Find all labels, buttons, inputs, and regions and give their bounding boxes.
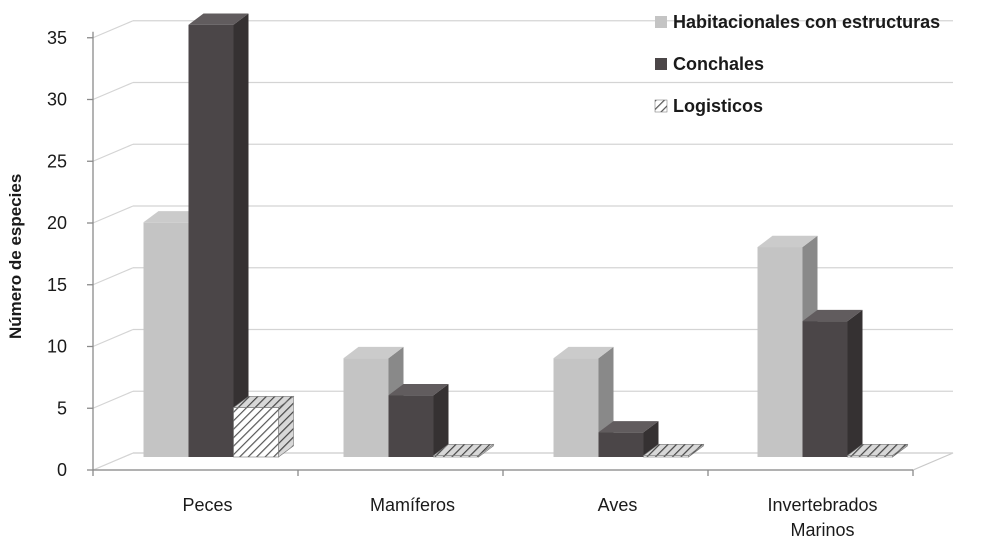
legend-label: Logisticos — [673, 96, 763, 116]
bar-front — [233, 407, 279, 458]
bar-conchales-3 — [802, 309, 863, 457]
x-tick-label: Mamíferos — [370, 495, 455, 515]
gridline-side — [92, 143, 134, 162]
bar-front — [388, 395, 434, 457]
gridline-side — [92, 452, 134, 471]
bar-front — [757, 247, 803, 457]
bar-top — [343, 346, 404, 359]
bar-conchales-0 — [188, 13, 249, 457]
y-tick-label: 5 — [57, 398, 67, 418]
bar-top — [802, 309, 863, 322]
x-tick-label: Invertebrados — [767, 495, 877, 515]
bar-front — [433, 455, 479, 458]
y-tick-label: 25 — [47, 151, 67, 171]
bar-top — [188, 13, 249, 25]
bar-side — [847, 309, 863, 457]
bar-conchales-1 — [388, 384, 449, 457]
x-tick-label: Peces — [182, 495, 232, 515]
bar-logisticos-3 — [846, 443, 909, 458]
bar-side — [433, 384, 449, 457]
bar-front — [847, 455, 893, 458]
y-tick-label: 10 — [47, 337, 67, 357]
side-wall — [93, 12, 133, 471]
y-tick-label: 35 — [47, 28, 67, 48]
y-tick-label: 15 — [47, 275, 67, 295]
bar-logisticos-2 — [642, 443, 705, 458]
gridline-side — [92, 205, 134, 224]
legend-swatch — [655, 58, 667, 70]
x-tick-label: Marinos — [790, 520, 854, 540]
gridline-side — [92, 81, 134, 101]
bar-front — [802, 321, 848, 457]
bar-logisticos-0 — [232, 395, 295, 458]
y-tick-label: 20 — [47, 213, 67, 233]
legend-swatch — [655, 16, 667, 28]
bars — [143, 13, 909, 458]
gridline-side — [92, 328, 134, 348]
y-tick-labels: 0 5 10 15 20 25 30 35 — [47, 28, 67, 480]
y-tick-label: 30 — [47, 90, 67, 110]
gridline-side — [92, 390, 134, 409]
y-tick-label: 0 — [57, 460, 67, 480]
bar-top — [757, 235, 818, 248]
legend: Habitacionales con estructuras Conchales L… — [654, 12, 940, 116]
bar-habitacionales-con-estructuras-1 — [343, 346, 404, 457]
x-tick-label: Aves — [598, 495, 638, 515]
legend-label: Habitacionales con estructuras — [673, 12, 940, 32]
bar-side — [233, 13, 249, 457]
axes — [87, 31, 914, 476]
gridline-side — [92, 267, 134, 286]
bar-top — [553, 346, 614, 359]
bar-front — [553, 358, 599, 457]
bar-front — [643, 455, 689, 458]
y-axis-label: Número de especies — [6, 174, 25, 339]
legend-label: Conchales — [673, 54, 764, 74]
bar-top — [388, 384, 449, 396]
bar-front — [143, 222, 189, 457]
gridline-side — [92, 20, 134, 39]
x-tick-labels: Peces Mamíferos Aves Invertebrados Marinos — [182, 495, 877, 540]
bar-front — [598, 432, 644, 457]
bar-front — [188, 24, 234, 457]
bar-front — [343, 358, 389, 457]
bar-top — [598, 421, 659, 433]
legend-swatch — [654, 99, 668, 113]
bar-logisticos-1 — [432, 443, 495, 458]
